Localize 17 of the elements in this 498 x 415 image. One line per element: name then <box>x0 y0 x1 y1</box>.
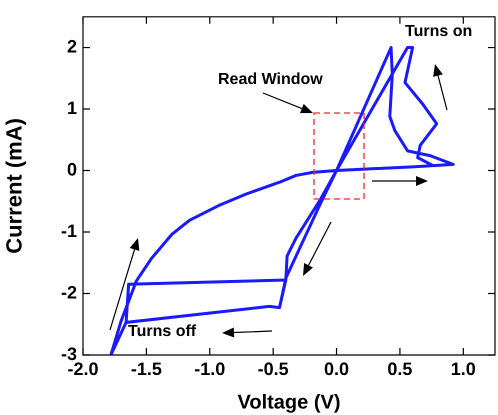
y-tick-label: -1 <box>60 220 77 241</box>
annotation: Turns on <box>405 23 472 41</box>
x-axis-title: Voltage (V) <box>238 392 340 414</box>
x-tick-label: -0.5 <box>258 358 289 379</box>
annotation: Read Window <box>218 71 323 89</box>
y-axis-title: Current (mA) <box>1 118 26 254</box>
x-tick-label: 0.5 <box>387 358 412 379</box>
y-tick-label: 1 <box>66 98 77 118</box>
y-tick-label: -2 <box>60 282 77 302</box>
x-tick-label: -1.0 <box>194 358 226 379</box>
annotation: Turns off <box>128 323 196 341</box>
y-tick-label: -3 <box>60 344 77 364</box>
x-tick-label: -1.5 <box>130 358 162 379</box>
y-tick-label: 0 <box>66 159 77 180</box>
x-tick-label: 1.0 <box>450 358 476 379</box>
y-tick-label: 2 <box>66 36 77 57</box>
x-tick-label: 0.0 <box>324 358 350 379</box>
